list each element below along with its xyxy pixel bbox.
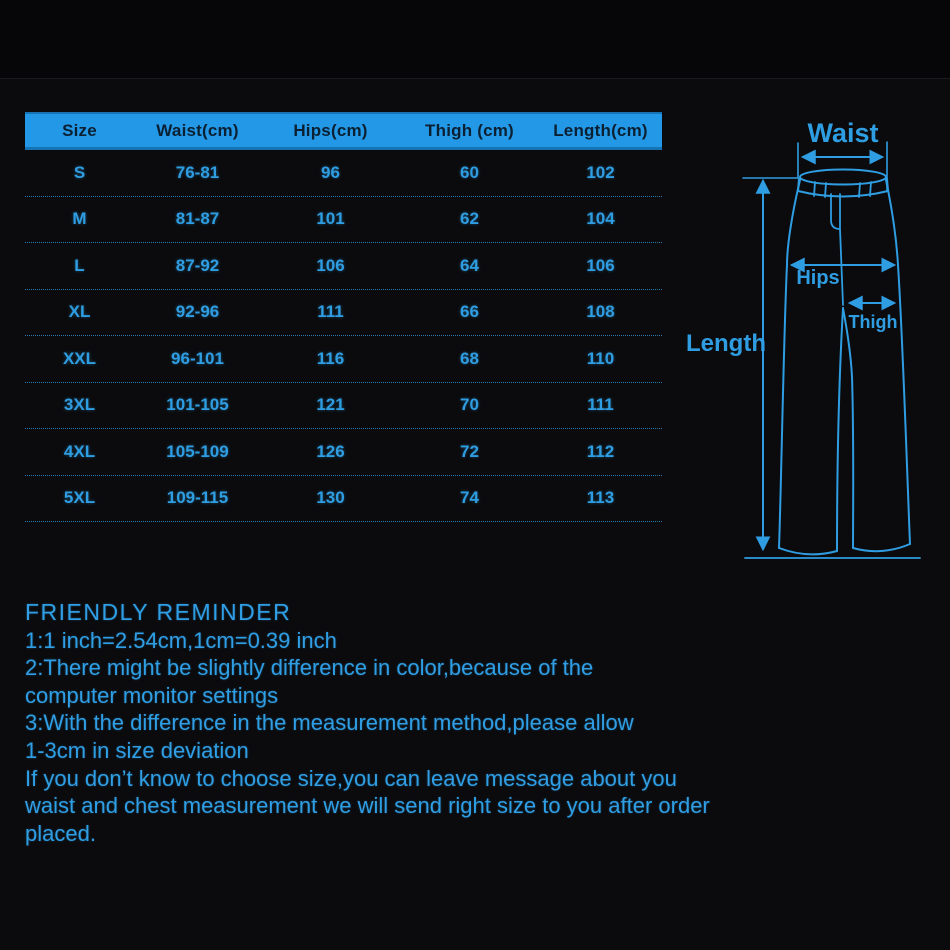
hips-value: 126 <box>316 441 345 461</box>
column-header-thigh: Thigh (cm) <box>425 120 514 140</box>
length-arrow <box>742 177 921 559</box>
top-black-band <box>0 0 950 79</box>
thigh-value: 74 <box>460 488 479 508</box>
waist-value: 101-105 <box>166 395 229 415</box>
reminder-line: 1:1 inch=2.54cm,1cm=0.39 inch <box>25 627 337 653</box>
length-value: 110 <box>586 348 615 368</box>
size-value: 3XL <box>63 395 96 415</box>
size-value: L <box>74 255 85 275</box>
pants-outline <box>778 179 911 556</box>
reminder-line: placed. <box>25 820 96 846</box>
length-value: 102 <box>586 162 615 182</box>
reminder-line: computer monitor settings <box>25 682 279 708</box>
reminder-line: 1-3cm in size deviation <box>25 737 249 763</box>
friendly-reminder: FRIENDLY REMINDER 1:1 inch=2.54cm,1cm=0.… <box>25 599 915 847</box>
length-value: 113 <box>586 488 615 508</box>
size-value: S <box>73 162 86 182</box>
waist-label: Waist <box>807 118 878 148</box>
thigh-value: 68 <box>460 348 479 368</box>
size-value: 4XL <box>63 441 96 461</box>
thigh-value: 66 <box>460 302 479 322</box>
size-chart-header-row: Size Waist(cm) Hips(cm) Thigh (cm) Lengt… <box>25 112 662 150</box>
hips-value: 106 <box>316 255 345 275</box>
thigh-value: 64 <box>460 255 479 275</box>
column-header-waist: Waist(cm) <box>156 120 239 140</box>
waist-value: 105-109 <box>166 441 229 461</box>
thigh-value: 70 <box>460 395 479 415</box>
thigh-value: 72 <box>460 441 479 461</box>
waist-value: 96-101 <box>171 348 224 368</box>
hips-value: 101 <box>316 209 345 229</box>
waist-value: 76-81 <box>175 162 220 182</box>
hips-value: 96 <box>321 162 340 182</box>
length-value: 108 <box>586 302 615 322</box>
table-row: L 87-92 106 64 106 <box>25 243 662 290</box>
pants-waistband <box>796 168 890 198</box>
size-value: XXL <box>62 348 97 368</box>
size-value: XL <box>68 302 91 322</box>
waist-value: 92-96 <box>175 302 220 322</box>
thigh-label: Thigh <box>849 312 898 332</box>
length-value: 106 <box>586 255 615 275</box>
reminder-line: 2:There might be slightly difference in … <box>25 655 594 681</box>
length-value: 111 <box>587 395 614 415</box>
column-header-size: Size <box>62 120 97 140</box>
length-label: Length <box>686 330 766 357</box>
thigh-value: 62 <box>460 209 479 229</box>
reminder-line: If you don’t know to choose size,you can… <box>25 765 677 791</box>
hips-value: 111 <box>317 302 344 322</box>
table-row: 4XL 105-109 126 72 112 <box>25 429 662 476</box>
waist-value: 87-92 <box>175 255 220 275</box>
table-row: XL 92-96 111 66 108 <box>25 290 662 336</box>
pants-measurement-diagram: Waist Hips Thigh Length <box>686 118 921 559</box>
length-value: 112 <box>586 441 615 461</box>
hips-value: 130 <box>316 488 345 508</box>
hips-value: 116 <box>316 348 345 368</box>
size-value: M <box>72 209 87 229</box>
column-header-length: Length(cm) <box>553 120 648 140</box>
hips-value: 121 <box>316 395 345 415</box>
column-header-hips: Hips(cm) <box>293 120 368 140</box>
thigh-value: 60 <box>460 162 479 182</box>
reminder-line: waist and chest measurement we will send… <box>25 793 710 819</box>
waist-value: 81-87 <box>175 209 220 229</box>
waist-value: 109-115 <box>166 488 229 508</box>
size-value: 5XL <box>63 488 96 508</box>
table-row: 5XL 109-115 130 74 113 <box>25 476 662 522</box>
hips-label: Hips <box>796 267 839 289</box>
waist-arrow <box>797 141 888 191</box>
size-chart-table: Size Waist(cm) Hips(cm) Thigh (cm) Lengt… <box>25 112 662 522</box>
table-row: 3XL 101-105 121 70 111 <box>25 383 662 429</box>
reminder-title: FRIENDLY REMINDER <box>25 599 292 625</box>
length-value: 104 <box>586 209 615 229</box>
table-row: XXL 96-101 116 68 110 <box>25 336 662 383</box>
reminder-line: 3:With the difference in the measurement… <box>25 710 634 736</box>
table-row: S 76-81 96 60 102 <box>25 150 662 197</box>
table-row: M 81-87 101 62 104 <box>25 197 662 243</box>
